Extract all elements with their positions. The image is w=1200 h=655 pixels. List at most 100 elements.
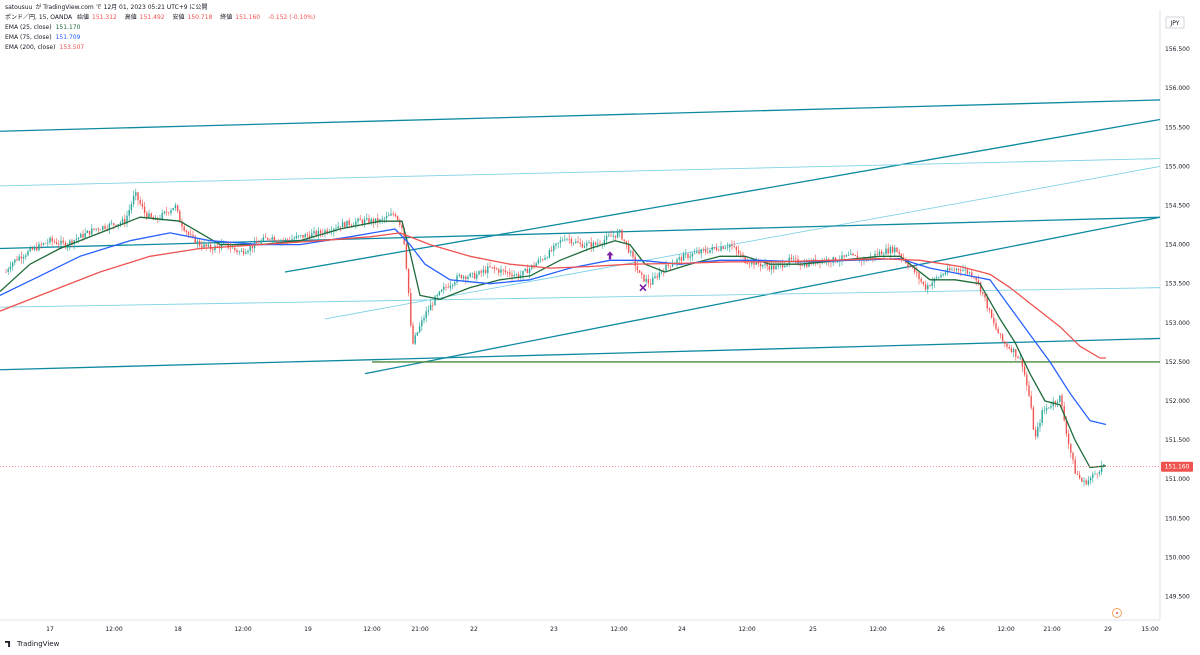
- candle-body: [990, 309, 993, 318]
- trendline[interactable]: [0, 99, 1161, 132]
- candle-body: [220, 243, 223, 249]
- candle-body: [671, 264, 674, 267]
- candle-body: [425, 311, 427, 319]
- indicator-ema25[interactable]: EMA (25, close) 151.170: [5, 23, 321, 33]
- trendline[interactable]: [364, 216, 1161, 375]
- trendline[interactable]: [0, 216, 1161, 250]
- candle-body: [528, 268, 531, 274]
- candle-body: [509, 272, 511, 275]
- symbol-name[interactable]: ポンド／円, 15, OANDA: [5, 14, 73, 21]
- candle-body: [201, 245, 203, 248]
- candle-body: [566, 238, 568, 240]
- candle-body: [997, 328, 999, 334]
- author-name[interactable]: satousuu: [5, 4, 33, 11]
- candle-body: [487, 266, 489, 273]
- candle-body: [955, 268, 958, 270]
- candle-body: [185, 230, 188, 233]
- candle-body: [522, 270, 524, 276]
- candle-body: [51, 237, 53, 242]
- price-tick-label: 149.500: [1165, 594, 1190, 601]
- ema-line: [0, 232, 1106, 359]
- candle-body: [498, 269, 500, 273]
- candle-body: [608, 235, 610, 237]
- candle-body: [317, 230, 320, 236]
- candle-body: [62, 240, 64, 243]
- candle-body: [951, 269, 953, 271]
- time-tick-label: 12:00: [363, 626, 380, 633]
- candle-body: [933, 278, 936, 283]
- currency-badge[interactable]: JPY: [1165, 16, 1185, 29]
- trendline[interactable]: [0, 287, 1161, 308]
- candle-body: [165, 211, 168, 213]
- candle-body: [234, 247, 236, 250]
- footer-brand[interactable]: TradingView: [5, 640, 59, 648]
- candle-body: [183, 226, 185, 231]
- time-axis[interactable]: 17 12:00 18 12:00 19 12:00 21:00 22 23 12:00 24 12:…: [46, 626, 1159, 633]
- candle-body: [58, 244, 60, 245]
- candle-body: [141, 203, 144, 207]
- candle-body: [850, 253, 852, 256]
- candle-body: [236, 249, 238, 253]
- candle-body: [715, 248, 718, 251]
- candle-body: [80, 233, 82, 238]
- candle-body: [876, 253, 878, 255]
- price-axis[interactable]: 156.500 156.000 155.500 155.000 154.500 154.0…: [1165, 46, 1190, 600]
- indicator-ema200[interactable]: EMA (200, close) 153.507: [5, 43, 321, 53]
- trendline[interactable]: [0, 337, 1161, 371]
- candle-body: [588, 242, 590, 244]
- candle-body: [60, 240, 62, 245]
- candle-body: [572, 242, 575, 244]
- candle-body: [495, 268, 498, 270]
- candle-body: [995, 323, 997, 329]
- fire-icon[interactable]: [1112, 608, 1122, 618]
- candle-body: [69, 240, 71, 246]
- trendline[interactable]: [0, 158, 1161, 187]
- candle-body: [216, 245, 218, 247]
- chart-legend: satousuu が TradingView.com で 12月 01, 2023…: [5, 3, 321, 53]
- candle-body: [53, 241, 56, 243]
- candle-body: [348, 220, 350, 225]
- candle-body: [953, 269, 955, 271]
- candle-body: [339, 226, 342, 228]
- candle-body: [357, 218, 359, 222]
- candle-body: [482, 269, 485, 273]
- time-tick-label: 12:00: [105, 626, 122, 633]
- candle-body: [436, 294, 438, 297]
- candle-body: [40, 244, 42, 245]
- candle-body: [203, 244, 205, 248]
- candle-body: [621, 230, 623, 240]
- price-tick-label: 150.500: [1165, 515, 1190, 522]
- candle-body: [493, 267, 496, 269]
- candle-body: [49, 237, 51, 243]
- candle-body: [726, 247, 729, 248]
- candle-body: [352, 224, 355, 226]
- candle-body: [163, 211, 166, 213]
- indicator-ema75[interactable]: EMA (75, close) 151.709: [5, 33, 321, 43]
- candle-body: [784, 265, 786, 268]
- candle-body: [1081, 478, 1083, 482]
- candle-body: [896, 247, 898, 253]
- candle-body: [77, 237, 80, 239]
- candle-body: [682, 254, 685, 261]
- trendline[interactable]: [284, 118, 1161, 273]
- candle-body: [960, 269, 962, 271]
- candle-body: [614, 235, 617, 238]
- candle-body: [394, 214, 397, 217]
- candle-body: [245, 252, 247, 254]
- candle-body: [478, 271, 480, 275]
- candle-body: [577, 241, 579, 243]
- candle-body: [755, 260, 757, 265]
- candle-body: [944, 272, 947, 275]
- candle-body: [324, 230, 326, 234]
- trendline[interactable]: [324, 165, 1161, 320]
- candle-body: [456, 275, 458, 283]
- candle-body: [258, 243, 260, 244]
- trendlines-layer[interactable]: [0, 99, 1161, 375]
- candle-body: [610, 235, 612, 237]
- candle-body: [445, 286, 447, 288]
- candle-body: [652, 277, 654, 285]
- candle-body: [768, 266, 771, 270]
- candle-body: [249, 246, 251, 251]
- ohlc-low: 安値 150.718: [172, 14, 213, 21]
